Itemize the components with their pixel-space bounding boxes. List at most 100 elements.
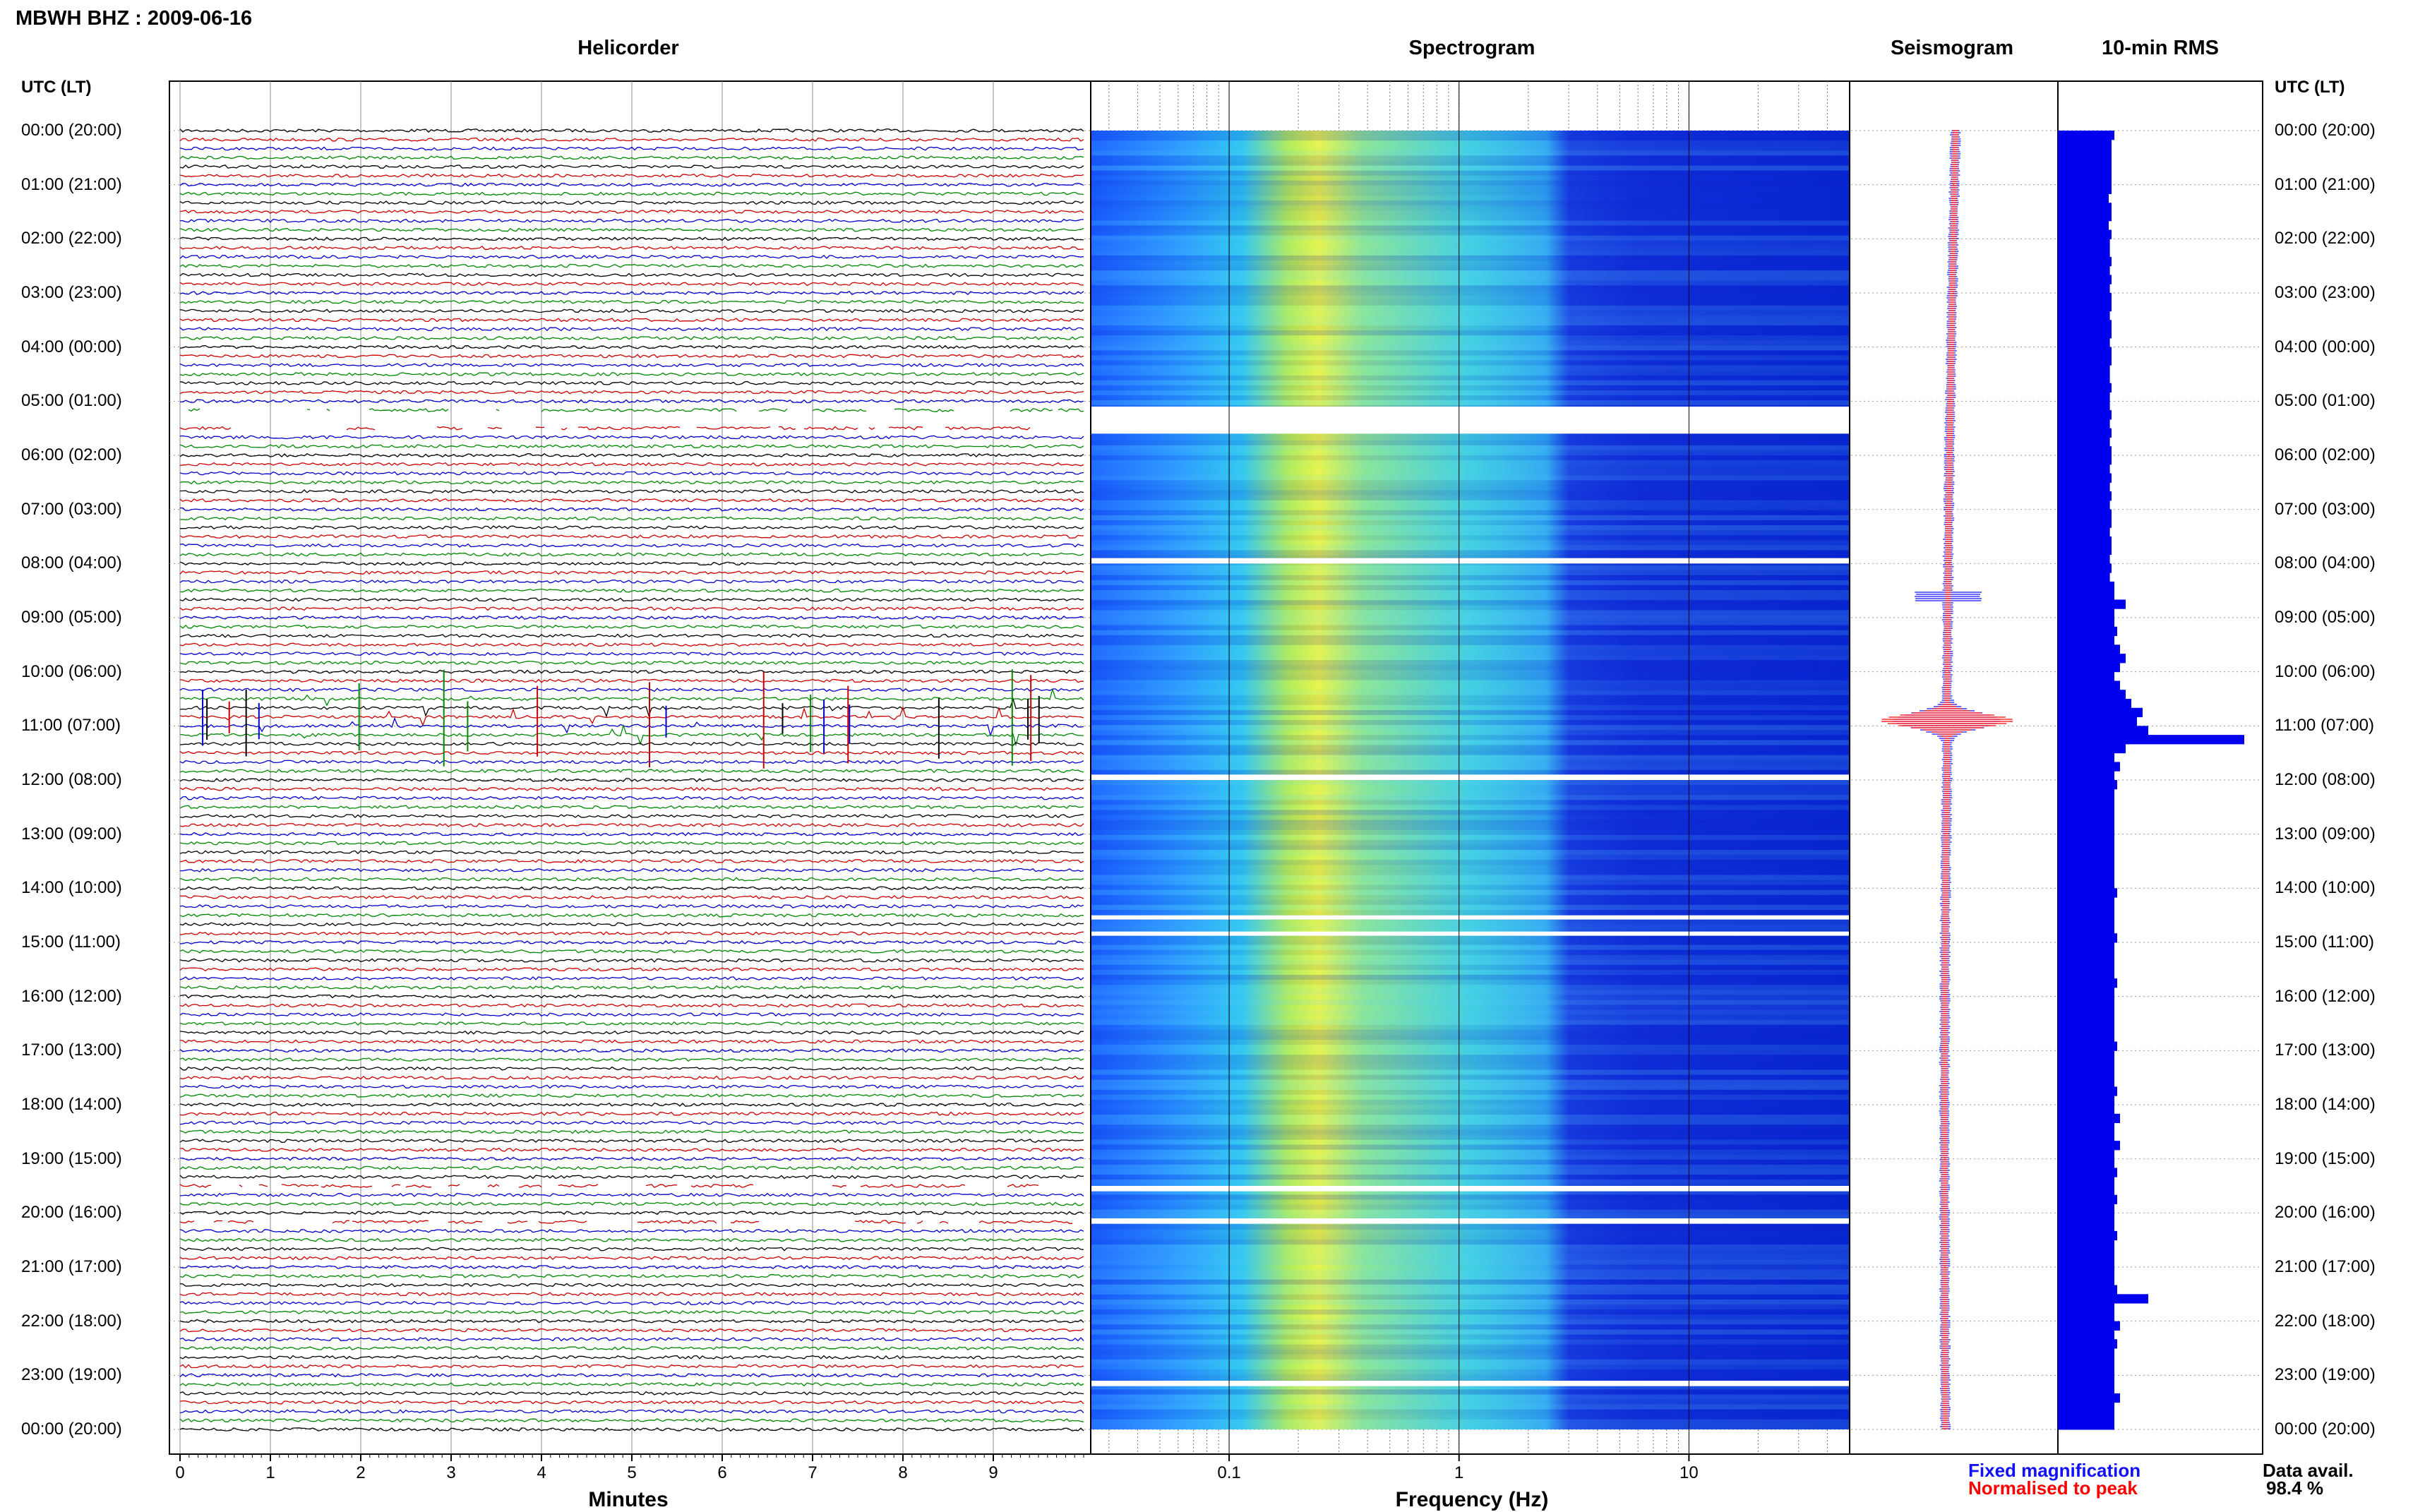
spectrogram-row: [1091, 1254, 1850, 1260]
spectrogram-row: [1091, 839, 1850, 845]
spectrogram-row: [1091, 185, 1850, 191]
helicorder-trace: [179, 1346, 1084, 1350]
spectrogram-row: [1091, 260, 1850, 266]
rms-bar: [2058, 1249, 2114, 1259]
spectrogram-row: [1091, 245, 1850, 251]
helicorder-trace: [179, 760, 1084, 764]
rms-bar: [2058, 1294, 2148, 1304]
helicorder-trace: [179, 697, 1084, 718]
spectrogram-row: [1091, 365, 1850, 371]
rms-bar: [2058, 1168, 2117, 1177]
spectrogram-row: [1091, 1244, 1850, 1250]
helicorder-trace: [179, 796, 1084, 800]
normalised-trace: [1881, 130, 2013, 1429]
rms-bar: [2058, 1113, 2120, 1124]
spectrogram-row: [1091, 575, 1850, 580]
spectrogram-row: [1091, 1419, 1850, 1424]
spectrogram-row: [1091, 1214, 1850, 1220]
rms-bar: [2058, 419, 2110, 429]
spectrogram-row: [1091, 910, 1850, 916]
rms-bar: [2058, 220, 2109, 231]
rms-bar: [2058, 175, 2112, 186]
seismogram-title: Seismogram: [1890, 37, 2014, 59]
helicorder-trace: [179, 146, 1084, 151]
spectrogram-row: [1091, 590, 1850, 596]
spectrogram-row: [1091, 145, 1850, 151]
spectrogram-row: [1091, 131, 1850, 136]
helicorder-trace: [179, 182, 1084, 187]
spectrogram-row: [1091, 550, 1850, 556]
spectrogram-row: [1091, 850, 1850, 856]
rms-bar: [2058, 707, 2143, 718]
helicorder-trace: [179, 1400, 1084, 1405]
spectrogram-row: [1091, 894, 1850, 900]
rms-bar: [2058, 978, 2117, 988]
rms-bar: [2058, 1420, 2114, 1430]
time-label-right: 08:00 (04:00): [2275, 553, 2376, 573]
spectrogram-row: [1091, 160, 1850, 166]
helicorder-trace: [179, 859, 1084, 864]
spectrogram-row: [1091, 985, 1850, 990]
rms-bar: [2058, 1050, 2114, 1060]
rms-bar: [2058, 735, 2244, 745]
helicorder-trace: [180, 868, 1084, 872]
bottom-axes: 0 1 2 3 4 5 6 7 8 9 0.1 1 10: [169, 1453, 2263, 1482]
spectrogram-row: [1091, 1009, 1850, 1015]
helicorder-trace: [179, 209, 1084, 214]
spectrogram-row: [1091, 1129, 1850, 1135]
spectrogram-row: [1091, 1389, 1850, 1395]
spectrogram-row: [1091, 990, 1850, 995]
rms-bar: [2058, 1149, 2114, 1160]
spectrogram-row: [1091, 265, 1850, 271]
spectrogram-row: [1091, 600, 1850, 606]
helicorder-trace: [179, 750, 1084, 755]
rms-bar: [2058, 726, 2148, 736]
rms-bar: [2058, 762, 2120, 772]
helicorder-trace: [179, 246, 1084, 251]
spectrogram-row: [1091, 385, 1850, 390]
data-availability-label: Data avail.: [2263, 1460, 2354, 1481]
spectrogram-row: [1091, 1349, 1850, 1355]
rms-bar: [2058, 193, 2109, 203]
rms-bar: [2058, 229, 2112, 239]
helicorder-trace: [179, 1364, 1084, 1369]
helicorder-trace: [179, 716, 1084, 738]
spectrogram-row: [1091, 480, 1850, 486]
rms-bar: [2058, 1024, 2114, 1033]
spectrogram-row: [1091, 320, 1850, 325]
rms-bar: [2058, 1186, 2114, 1196]
frequency-tick-label: 1: [1454, 1463, 1463, 1482]
helicorder-trace: [179, 706, 1084, 727]
helicorder-trace: [179, 579, 1084, 584]
spectrogram-row: [1091, 925, 1850, 930]
helicorder-trace: [179, 1111, 1084, 1116]
rms-bar: [2058, 618, 2114, 628]
rms-panel: [2057, 80, 2263, 1455]
spectrogram-row: [1091, 1359, 1850, 1364]
spectrogram-row: [1091, 1115, 1850, 1120]
helicorder-trace: [179, 218, 1084, 223]
helicorder-trace: [179, 994, 1084, 999]
spectrogram-row: [1091, 904, 1850, 910]
rms-bar: [2058, 1393, 2120, 1403]
spectrogram-row: [1091, 205, 1850, 211]
spectrogram-row: [1091, 865, 1850, 870]
rms-bar: [2058, 383, 2112, 393]
time-label-left: 08:00 (04:00): [21, 553, 122, 573]
page-title: MBWH BHZ : 2009-06-16: [16, 7, 253, 30]
rms-bar: [2058, 807, 2114, 817]
spectrogram-row: [1091, 834, 1850, 840]
spectrogram-row: [1091, 545, 1850, 551]
spectrogram-row: [1091, 515, 1850, 520]
spectrogram-row: [1091, 510, 1850, 515]
spectrogram-row: [1091, 755, 1850, 760]
spectrogram-row: [1091, 345, 1850, 351]
spectrogram-row: [1091, 1060, 1850, 1065]
rms-bar: [2058, 788, 2114, 799]
spectrogram-row: [1091, 1170, 1850, 1175]
spectrogram-row: [1091, 964, 1850, 970]
spectrogram-row: [1091, 1339, 1850, 1345]
spectrogram-row: [1091, 210, 1850, 216]
spectrogram-row: [1091, 695, 1850, 700]
spectrogram-row: [1091, 440, 1850, 445]
